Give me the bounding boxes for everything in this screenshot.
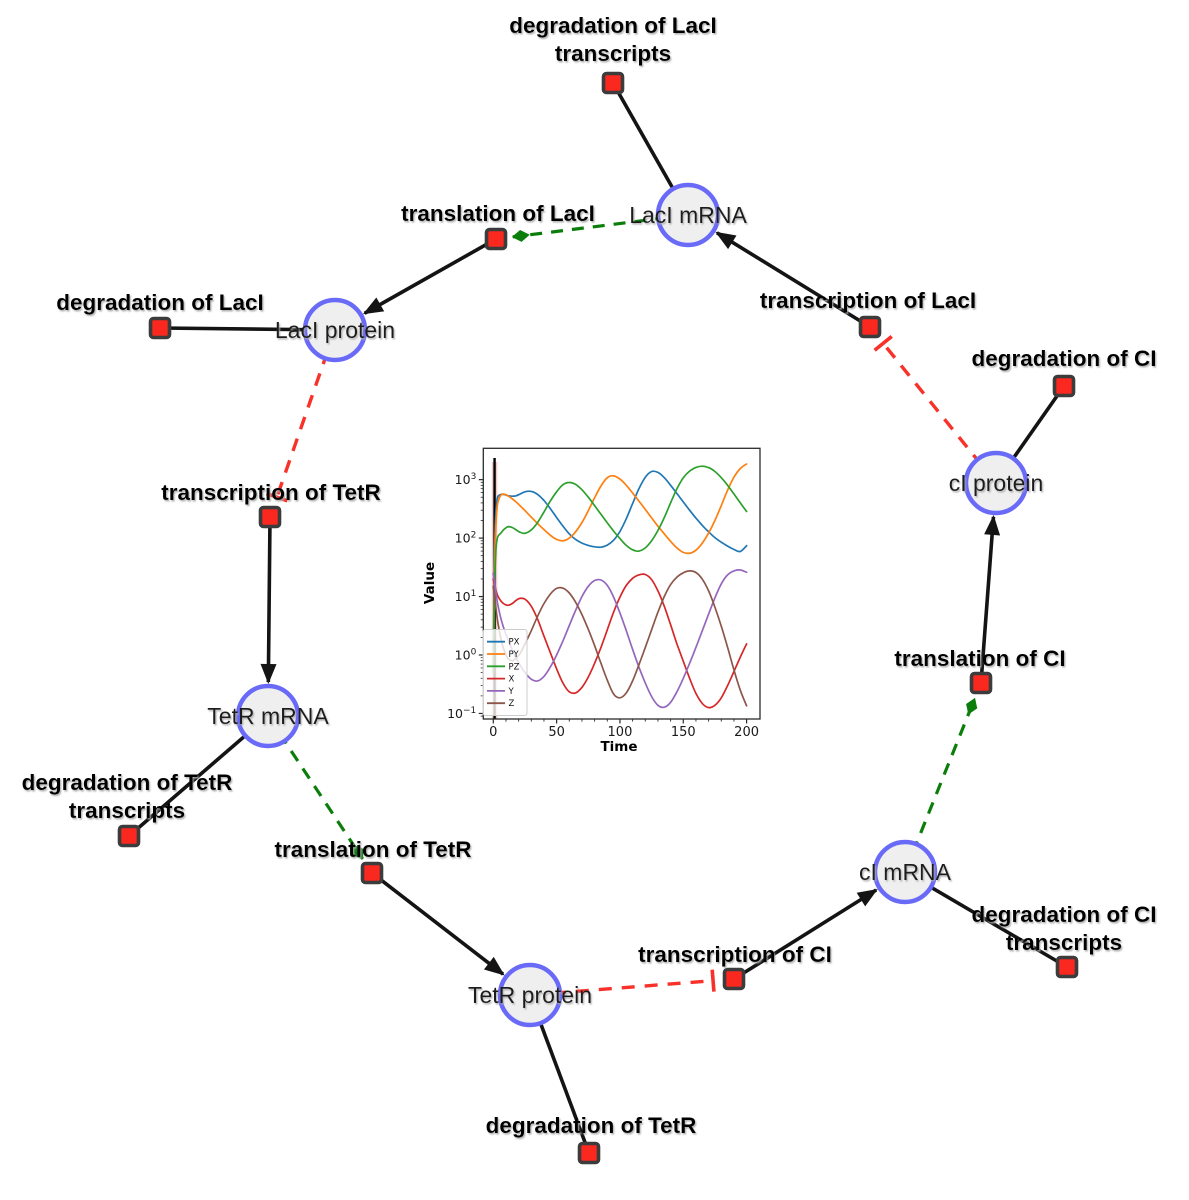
nodes-layer [117, 71, 1079, 1165]
series-PZ [492, 465, 748, 674]
reaction-node-translation-tetr[interactable] [360, 861, 384, 885]
reaction-node-deg-tetr[interactable] [577, 1141, 601, 1165]
species-label-tetr-protein: TetR protein [468, 982, 592, 1008]
legend-label-Z: Z [509, 699, 515, 709]
y-tick-label: 102 [455, 531, 477, 546]
reaction-node-translation-ci[interactable] [969, 671, 993, 695]
reaction-node-deg-laci[interactable] [148, 316, 172, 340]
species-node-ci-mrna[interactable] [872, 839, 938, 905]
y-tick-label: 103 [455, 472, 477, 487]
reaction-label-deg-tetr: degradation of TetR [486, 1113, 697, 1138]
species-label-laci-mrna: LacI mRNA [629, 202, 747, 228]
species-label-tetr-mrna: TetR mRNA [207, 703, 329, 729]
reaction-label-deg-laci: degradation of LacI [56, 290, 264, 315]
species-label-laci-protein: LacI protein [275, 317, 395, 343]
reaction-label-deg-laci-transcripts: degradation of LacI [509, 13, 717, 38]
reaction-node-deg-ci[interactable] [1052, 374, 1076, 398]
series-PY [492, 463, 748, 674]
edge-arrow-transcription-laci-to-laci-mrna [715, 231, 871, 329]
edge-arrow-translation-tetr-to-tetr-protein [370, 871, 505, 976]
species-label-ci-protein: cI protein [949, 470, 1044, 496]
legend-label-PX: PX [509, 638, 520, 648]
reaction-label-transcription-tetr: transcription of TetR [161, 480, 381, 505]
x-tick-label: 50 [548, 725, 565, 740]
reaction-label-transcription-ci: transcription of CI [638, 942, 832, 967]
species-node-laci-protein[interactable] [302, 297, 368, 363]
y-tick-label: 10−1 [447, 706, 476, 721]
species-node-tetr-protein[interactable] [497, 962, 563, 1028]
reaction-label-translation-laci: translation of LacI [401, 201, 595, 226]
reaction-label-translation-ci: translation of CI [894, 646, 1065, 671]
reaction-node-transcription-ci[interactable] [722, 967, 746, 991]
plot-legend: PX PY PZ XYZ [482, 629, 528, 716]
simulation-plot: 0 50 100 150 20010310210110010−1TimeValuePXP… [422, 447, 761, 755]
reaction-label-deg-ci-transcripts: degradation of CI [972, 902, 1157, 927]
legend-label-Y: Y [508, 687, 515, 697]
reaction-label-deg-laci-transcripts: transcripts [555, 41, 671, 66]
edge-arrow-transcription-tetr-to-tetr-mrna [260, 516, 277, 685]
reaction-node-transcription-laci[interactable] [858, 315, 882, 339]
x-tick-label: 100 [608, 725, 633, 740]
legend-box [482, 629, 528, 716]
reaction-node-deg-tetr-transcripts[interactable] [117, 824, 141, 848]
species-node-ci-protein[interactable] [963, 450, 1029, 516]
edge-arrow-translation-laci-to-laci-protein [362, 237, 497, 315]
y-tick-label: 101 [455, 589, 477, 604]
reaction-label-transcription-laci: transcription of LacI [760, 288, 976, 313]
y-tick-label: 100 [455, 648, 477, 663]
species-node-tetr-mrna[interactable] [235, 683, 301, 749]
x-axis-title: Time [600, 739, 637, 755]
x-tick-label: 200 [734, 725, 759, 740]
reaction-label-deg-tetr-transcripts: degradation of TetR [22, 770, 233, 795]
reaction-label-deg-tetr-transcripts: transcripts [69, 798, 185, 823]
species-node-laci-mrna[interactable] [655, 182, 721, 248]
legend-label-PY: PY [509, 650, 520, 660]
edge-arrow-transcription-ci-to-ci-mrna [733, 888, 878, 981]
x-tick-label: 150 [671, 725, 696, 740]
legend-label-X: X [509, 675, 515, 685]
edge-arrow-translation-ci-to-ci-protein [979, 514, 1001, 684]
labels-layer: LacI mRNA LacI protein cI protein TetR mRNA… [22, 13, 1157, 1138]
legend-label-PZ: PZ [509, 662, 520, 672]
plot-frame [482, 447, 761, 720]
reaction-node-deg-ci-transcripts[interactable] [1055, 955, 1079, 979]
species-label-ci-mrna: cI mRNA [859, 859, 952, 885]
x-tick-label: 0 [489, 725, 497, 740]
y-axis-title: Value [422, 562, 438, 604]
reaction-label-deg-ci-transcripts: transcripts [1006, 930, 1122, 955]
reaction-label-translation-tetr: translation of TetR [274, 837, 471, 862]
reaction-node-translation-laci[interactable] [484, 227, 508, 251]
plot-background [483, 448, 760, 719]
reaction-node-deg-laci-transcripts[interactable] [601, 71, 625, 95]
reaction-label-deg-ci: degradation of CI [972, 346, 1157, 371]
reaction-node-transcription-tetr[interactable] [258, 505, 282, 529]
